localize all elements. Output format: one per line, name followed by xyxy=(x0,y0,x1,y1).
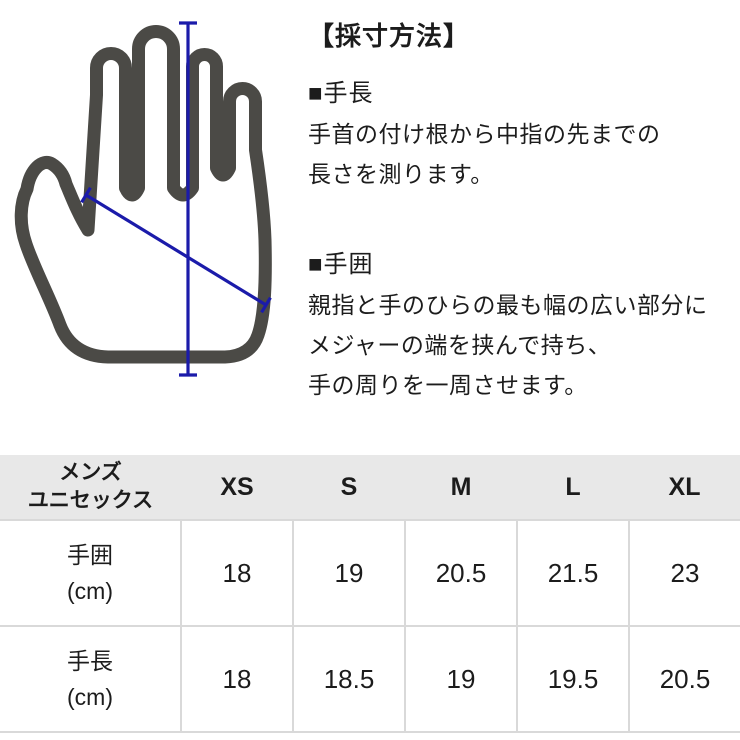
size-header-s: S xyxy=(293,455,405,520)
hand-length-text-line: 手首の付け根から中指の先までの xyxy=(308,121,661,147)
length-value-m: 19 xyxy=(404,625,518,733)
hand-girth-heading: ■手囲 xyxy=(308,251,374,278)
girth-value-xl: 23 xyxy=(628,519,740,627)
table-row-hand-girth: 手囲 (cm) 18 19 20.5 21.5 23 xyxy=(0,519,740,627)
row-label-unit: (cm) xyxy=(67,578,113,604)
row-label-text: 手囲 xyxy=(67,542,113,568)
size-table: メンズ ユニセックス XS S M L XL 手囲 (cm) 18 xyxy=(0,455,740,733)
girth-value-l: 21.5 xyxy=(516,519,630,627)
size-header-m: M xyxy=(405,455,517,520)
hand-length-text-line: 長さを測ります。 xyxy=(308,161,494,187)
size-header-xl: XL xyxy=(629,455,740,520)
hand-girth-measure-line xyxy=(80,186,272,314)
hand-girth-text-line: メジャーの端を挟んで持ち、 xyxy=(308,332,612,358)
guide-title: 【採寸方法】 xyxy=(308,21,471,51)
size-header-xs: XS xyxy=(181,455,293,520)
measurement-instructions: 【採寸方法】 ■手長 手首の付け根から中指の先までの 長さを測ります。 ■手囲 … xyxy=(308,0,738,405)
size-table-header-row: メンズ ユニセックス XS S M L XL xyxy=(0,455,740,520)
table-row-hand-length: 手長 (cm) 18 18.5 19 19.5 20.5 xyxy=(0,625,740,733)
hand-girth-text-line: 手の周りを一周させます。 xyxy=(308,372,588,398)
hand-length-measure-line xyxy=(179,21,197,377)
row-label-hand-girth: 手囲 (cm) xyxy=(0,519,182,627)
size-header-l: L xyxy=(517,455,629,520)
category-header-line: ユニセックス xyxy=(27,489,154,512)
hand-girth-text-line: 親指と手のひらの最も幅の広い部分に xyxy=(308,292,708,318)
row-label-unit: (cm) xyxy=(67,684,113,710)
length-value-xl: 20.5 xyxy=(628,625,740,733)
row-label-hand-length: 手長 (cm) xyxy=(0,625,182,733)
category-header-line: メンズ xyxy=(59,461,122,484)
length-value-xs: 18 xyxy=(180,625,294,733)
length-value-s: 18.5 xyxy=(292,625,406,733)
girth-value-xs: 18 xyxy=(180,519,294,627)
category-header: メンズ ユニセックス xyxy=(0,455,181,520)
row-label-text: 手長 xyxy=(67,648,113,674)
hand-outline-icon xyxy=(14,25,272,364)
hand-measurement-diagram xyxy=(14,21,272,377)
girth-value-m: 20.5 xyxy=(404,519,518,627)
length-value-l: 19.5 xyxy=(516,625,630,733)
hand-length-heading: ■手長 xyxy=(308,80,374,107)
girth-value-s: 19 xyxy=(292,519,406,627)
size-table-section: メンズ ユニセックス XS S M L XL 手囲 (cm) 18 xyxy=(0,455,740,733)
